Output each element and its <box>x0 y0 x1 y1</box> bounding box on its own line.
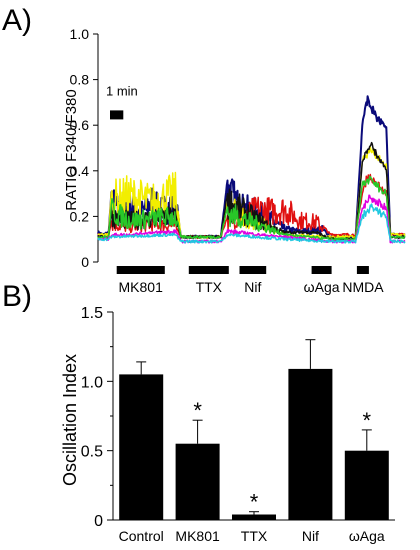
drug-bar <box>116 266 165 274</box>
bar <box>232 514 276 520</box>
trace-line <box>97 145 406 240</box>
scale-bar-label: 1 min <box>106 84 138 99</box>
panel-a-y-tick-label: 0.6 <box>70 117 90 133</box>
drug-bar <box>239 266 267 274</box>
panel-b-plot: 0 0.5 1.0 1.5 Control * MK801 * TTX Nif * ωAga <box>81 305 395 544</box>
panel-a-label: A) <box>2 4 32 37</box>
panel-a-y-tick-label: 0.2 <box>70 208 90 224</box>
drug-bar-label: Nif <box>244 279 261 295</box>
category-label: TTX <box>241 528 268 544</box>
panel-b-y-tick-label: 0 <box>94 513 103 530</box>
panel-b-y-axis-label: Oscillation Index <box>60 354 80 486</box>
panel-b-label: B) <box>2 280 32 313</box>
panel-b-y-tick-label: 1.0 <box>81 374 103 391</box>
significance-marker: * <box>193 398 202 423</box>
panel-a-y-tick-label: 0 <box>81 254 89 270</box>
drug-bar <box>356 266 369 274</box>
category-label: ωAga <box>349 528 385 544</box>
drug-bar-label: NMDA <box>342 279 384 295</box>
category-label: MK801 <box>175 528 220 544</box>
drug-bar <box>188 266 229 274</box>
panel-a-y-axis-label: RATIO F340/F380 <box>63 89 80 210</box>
trace-line <box>97 203 406 244</box>
category-label: Nif <box>302 528 319 544</box>
panel-a-y-tick-label: 0.8 <box>70 72 90 88</box>
significance-marker: * <box>250 490 259 515</box>
drug-bar-label: MK801 <box>119 279 164 295</box>
panel-a-y-tick-label: 1.0 <box>70 26 90 42</box>
panel-b-y-tick-label: 1.5 <box>81 305 103 322</box>
scale-bar <box>110 110 124 120</box>
panel-a-plot: 0 0.2 0.4 0.6 0.8 1.0 1 min MK801 TTX Nif ωAga NMDA <box>70 26 406 295</box>
bar <box>288 368 333 520</box>
bar <box>344 450 389 520</box>
panel-b-y-tick-label: 0.5 <box>81 444 103 461</box>
panel-a-y-tick-label: 0.4 <box>70 163 90 179</box>
bar <box>175 443 220 520</box>
drug-bar-label: TTX <box>196 279 223 295</box>
category-label: Control <box>119 528 164 544</box>
significance-marker: * <box>363 408 372 433</box>
drug-bar-label: ωAga <box>304 279 340 295</box>
bar <box>119 374 164 520</box>
trace-line <box>97 175 406 242</box>
drug-bar <box>311 266 332 274</box>
